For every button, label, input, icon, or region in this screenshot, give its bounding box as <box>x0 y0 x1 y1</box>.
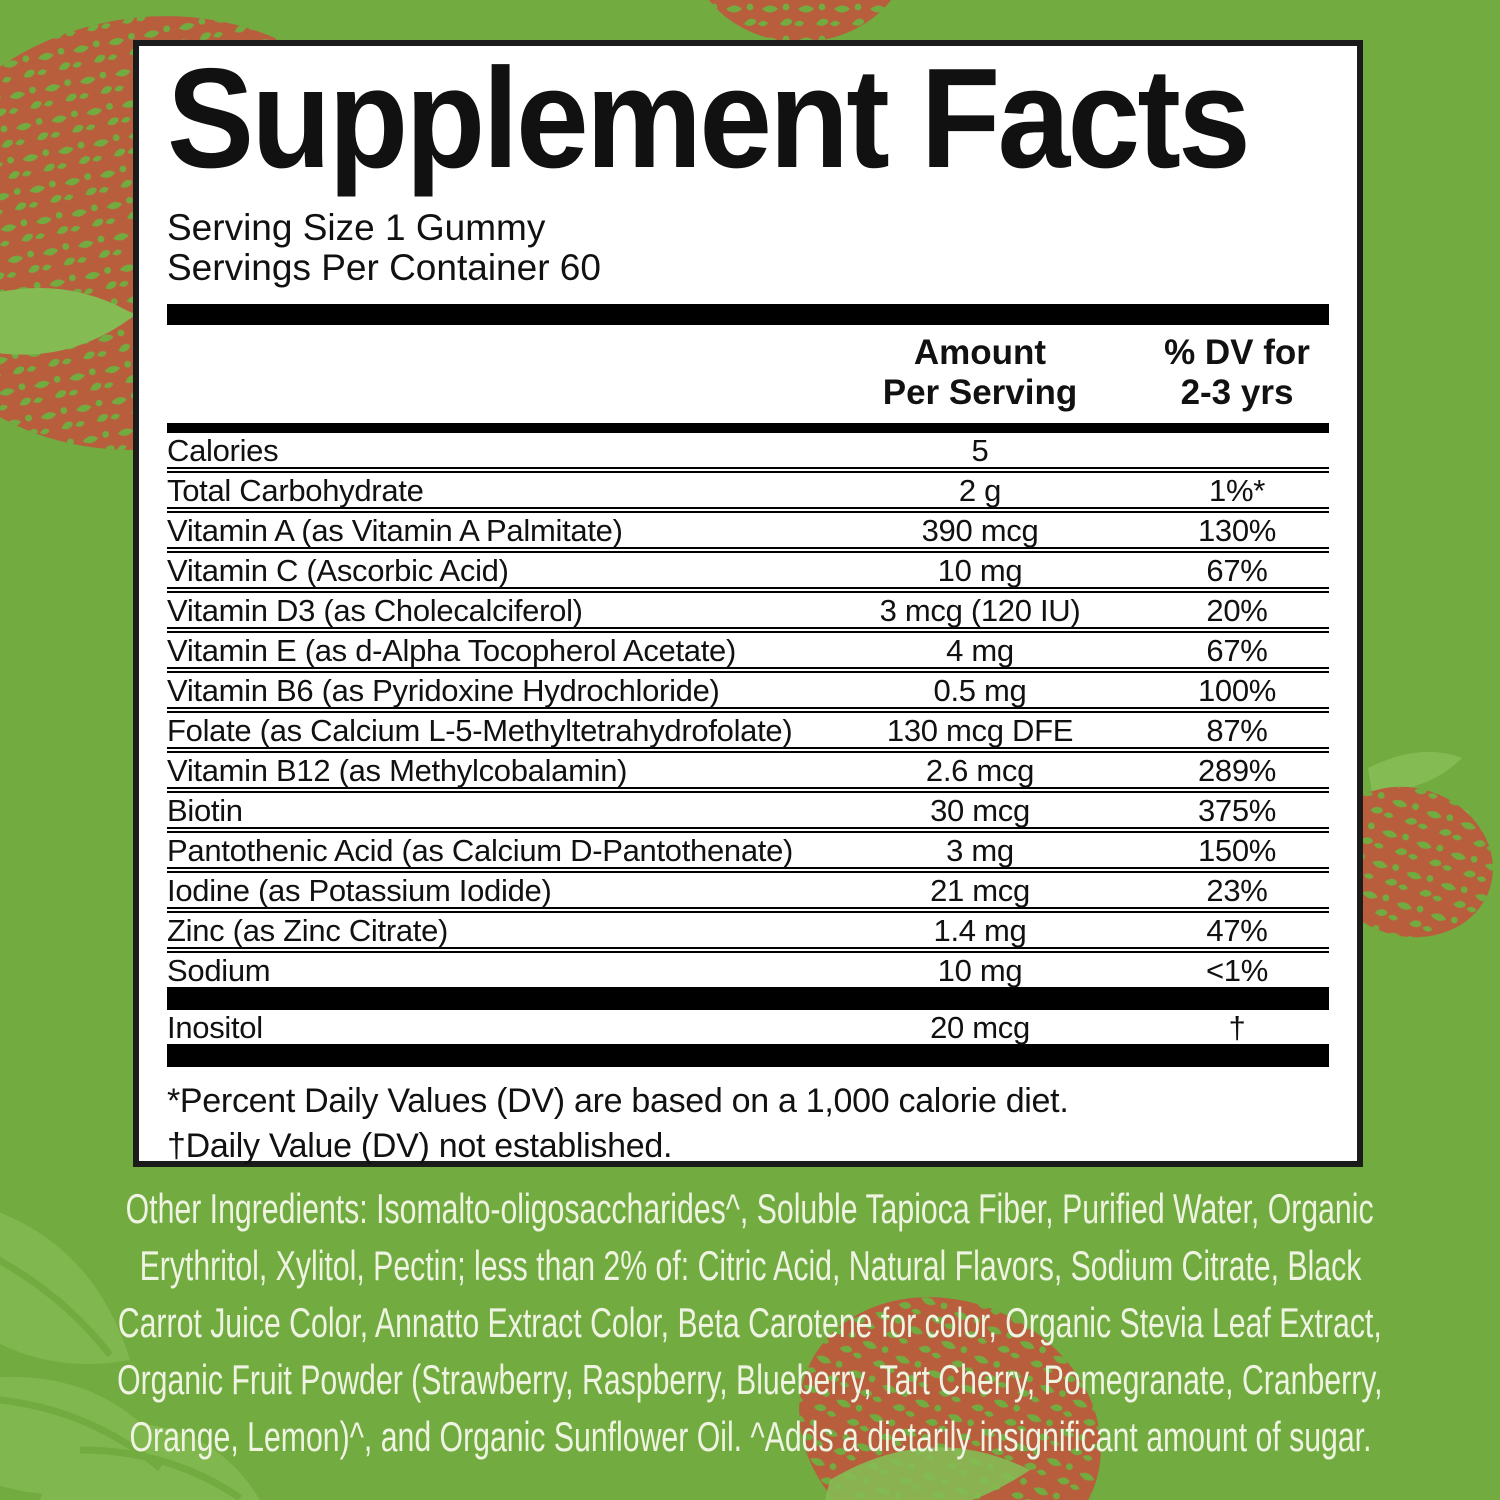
nutrient-dv: 1%* <box>1209 473 1265 508</box>
nutrient-amount: 20 mcg <box>930 1010 1030 1045</box>
nutrient-name: Biotin <box>167 793 243 828</box>
nutrient-dv: 67% <box>1206 633 1268 668</box>
nutrient-dv: 67% <box>1206 553 1268 588</box>
ingredients-line: Other Ingredients: Isomalto-oligosacchar… <box>126 1185 1374 1232</box>
leaf-cluster-bottom-left <box>0 1212 260 1500</box>
leaf-right <box>1368 751 1462 792</box>
ingredients-line: Organic Fruit Powder (Strawberry, Raspbe… <box>117 1356 1383 1403</box>
nutrient-dv: 375% <box>1197 793 1277 828</box>
nutrient-amount: 390 mcg <box>921 513 1039 548</box>
nutrient-row: Vitamin E (as d-Alpha Tocopherol Acetate… <box>167 633 1329 673</box>
footnote-dv-not-established: †Daily Value (DV) not established. <box>167 1127 673 1165</box>
nutrient-name: Vitamin B6 (as Pyridoxine Hydrochloride) <box>167 673 720 708</box>
panel-title: Supplement Facts <box>167 39 1251 198</box>
strawberry-top-middle <box>708 0 892 42</box>
nutrient-amount: 30 mcg <box>930 793 1030 828</box>
strawberry-right <box>1323 786 1493 938</box>
nutrient-amount: 21 mcg <box>930 873 1030 908</box>
ingredients-line: Orange, Lemon)^, and Organic Sunflower O… <box>129 1413 1372 1460</box>
other-ingredients-text: Other Ingredients: Isomalto-oligosacchar… <box>0 1180 1500 1465</box>
nutrient-name: Vitamin D3 (as Cholecalciferol) <box>167 593 583 628</box>
nutrient-row: Sodium 10 mg <1% <box>167 953 1329 987</box>
serving-size: Serving Size 1 Gummy <box>167 207 546 248</box>
nutrient-dv: 100% <box>1197 673 1277 708</box>
nutrient-name: Vitamin C (Ascorbic Acid) <box>167 553 509 588</box>
column-header-dv: % DV for 2-3 yrs <box>1164 333 1310 412</box>
nutrient-amount: 2 g <box>958 473 1002 508</box>
supplement-facts-panel: Supplement Facts Serving Size 1 Gummy Se… <box>133 40 1363 1167</box>
nutrient-row: Biotin 30 mcg 375% <box>167 793 1329 833</box>
nutrient-dv: 150% <box>1197 833 1277 868</box>
nutrient-amount: 3 mcg (120 IU) <box>879 593 1081 628</box>
nutrient-row: Total Carbohydrate 2 g 1%* <box>167 473 1329 513</box>
leaf-bottom-middle <box>825 1447 1030 1500</box>
ingredients-line: Erythritol, Xylitol, Pectin; less than 2… <box>139 1242 1361 1289</box>
leaf-top-left <box>0 288 135 355</box>
nutrient-name: Folate (as Calcium L-5-Methyltetrahydrof… <box>167 713 793 748</box>
nutrient-dv: 289% <box>1197 753 1277 788</box>
nutrient-name: Zinc (as Zinc Citrate) <box>167 913 449 948</box>
nutrient-row: Pantothenic Acid (as Calcium D-Pantothen… <box>167 833 1329 873</box>
nutrient-dv: 47% <box>1206 913 1268 948</box>
nutrient-row: Vitamin D3 (as Cholecalciferol) 3 mcg (1… <box>167 593 1329 633</box>
footnotes: *Percent Daily Values (DV) are based on … <box>167 1079 1329 1169</box>
nutrient-row: Iodine (as Potassium Iodide) 21 mcg 23% <box>167 873 1329 913</box>
nutrient-name: Vitamin A (as Vitamin A Palmitate) <box>167 513 623 548</box>
servings-per-container: Servings Per Container 60 <box>167 247 601 288</box>
nutrient-amount: 5 <box>971 433 989 468</box>
nutrient-row: Vitamin B6 (as Pyridoxine Hydrochloride)… <box>167 673 1329 713</box>
nutrient-dv: 130% <box>1197 513 1277 548</box>
nutrient-amount: 3 mg <box>946 833 1014 868</box>
nutrient-dv: 87% <box>1206 713 1268 748</box>
nutrient-row: Vitamin C (Ascorbic Acid) 10 mg 67% <box>167 553 1329 593</box>
nutrient-amount: 1.4 mg <box>933 913 1027 948</box>
nutrient-name: Iodine (as Potassium Iodide) <box>167 873 552 908</box>
nutrient-amount: 130 mcg DFE <box>886 713 1074 748</box>
nutrient-name: Sodium <box>167 953 271 988</box>
nutrient-row: Folate (as Calcium L-5-Methyltetrahydrof… <box>167 713 1329 753</box>
nutrient-name: Vitamin E (as d-Alpha Tocopherol Acetate… <box>167 633 736 668</box>
nutrient-dv: <1% <box>1205 953 1268 988</box>
nutrient-name: Calories <box>167 433 279 468</box>
nutrient-row: Vitamin B12 (as Methylcobalamin) 2.6 mcg… <box>167 753 1329 793</box>
table-header: Amount Per Serving % DV for 2-3 yrs <box>167 333 1329 423</box>
footnote-daily-values: *Percent Daily Values (DV) are based on … <box>167 1082 1069 1120</box>
nutrient-amount: 2.6 mcg <box>925 753 1035 788</box>
nutrient-amount: 10 mg <box>937 553 1023 588</box>
nutrient-name: Vitamin B12 (as Methylcobalamin) <box>167 753 628 788</box>
nutrient-dv: 23% <box>1206 873 1268 908</box>
nutrient-name: Inositol <box>167 1010 263 1045</box>
nutrient-row: Inositol 20 mcg † <box>167 1010 1329 1044</box>
nutrient-dv: † <box>1228 1010 1246 1045</box>
column-header-amount: Amount Per Serving <box>882 333 1078 412</box>
nutrient-row: Calories 5 <box>167 433 1329 473</box>
nutrient-name: Total Carbohydrate <box>167 473 424 508</box>
nutrient-row: Zinc (as Zinc Citrate) 1.4 mg 47% <box>167 913 1329 953</box>
divider-bar-bottom <box>167 1044 1329 1067</box>
divider-bar-top <box>167 304 1329 325</box>
nutrient-name: Pantothenic Acid (as Calcium D-Pantothen… <box>167 833 794 868</box>
ingredients-line: Carrot Juice Color, Annatto Extract Colo… <box>118 1299 1382 1346</box>
nutrient-row: Vitamin A (as Vitamin A Palmitate) 390 m… <box>167 513 1329 553</box>
nutrient-amount: 0.5 mg <box>933 673 1027 708</box>
nutrient-amount: 10 mg <box>937 953 1023 988</box>
divider-bar-header <box>167 423 1329 433</box>
nutrient-amount: 4 mg <box>946 633 1014 668</box>
divider-bar-middle <box>167 987 1329 1010</box>
nutrient-dv: 20% <box>1206 593 1268 628</box>
